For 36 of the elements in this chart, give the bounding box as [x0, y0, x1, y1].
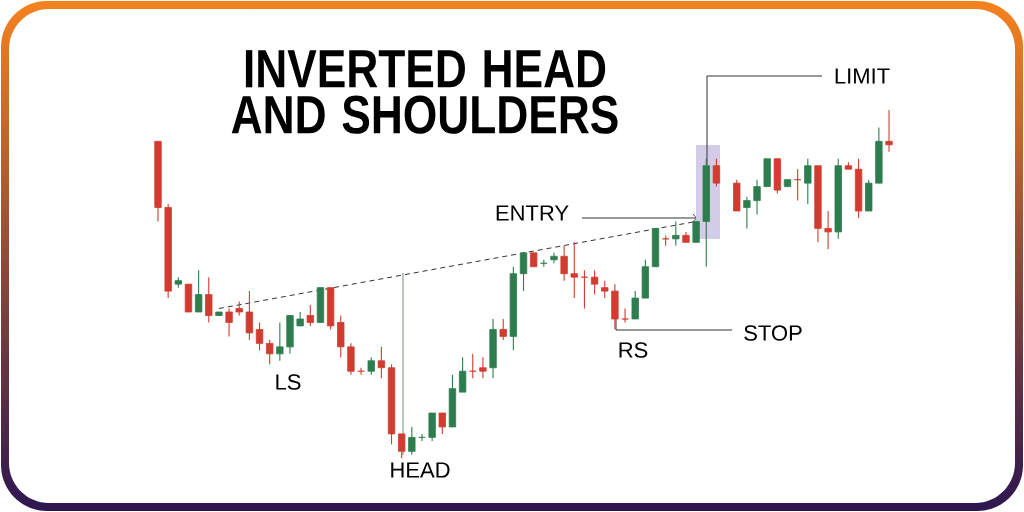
- candlestick: [266, 339, 274, 365]
- candlestick: [885, 109, 893, 153]
- candlestick: [458, 356, 467, 393]
- candlestick: [712, 158, 721, 188]
- candlestick: [550, 252, 558, 264]
- chart-title: INVERTED HEAD AND SHOULDERS: [231, 50, 618, 134]
- candlestick: [631, 290, 639, 320]
- candlestick: [672, 220, 680, 247]
- annotation: LS: [276, 374, 301, 390]
- candlestick: [590, 269, 599, 296]
- candlestick: [245, 290, 254, 341]
- candlestick: [377, 346, 386, 379]
- candlestick: [205, 276, 213, 324]
- candlestick: [804, 158, 812, 205]
- candlestick: [519, 252, 528, 292]
- candlestick: [225, 307, 233, 337]
- candlestick: [408, 426, 416, 456]
- candlestick: [753, 179, 761, 216]
- candlestick: [560, 245, 568, 282]
- candlestick: [479, 356, 487, 379]
- candlestick: [255, 321, 264, 351]
- text: HEAD: [391, 462, 450, 478]
- candlestick: [398, 433, 406, 459]
- annotation: ENTRY: [496, 205, 569, 221]
- candlestick: [438, 412, 446, 435]
- annotation: RS: [619, 342, 648, 358]
- candlestick: [194, 269, 203, 313]
- annotation: STOP: [744, 325, 802, 341]
- candlestick: [276, 321, 284, 362]
- candlestick: [743, 196, 751, 229]
- text: LIMIT: [835, 68, 890, 84]
- candlestick: [306, 304, 314, 327]
- candlestick: [824, 210, 832, 250]
- candlestick: [621, 307, 629, 324]
- candlestick: [570, 241, 578, 299]
- candlestick: [499, 318, 507, 341]
